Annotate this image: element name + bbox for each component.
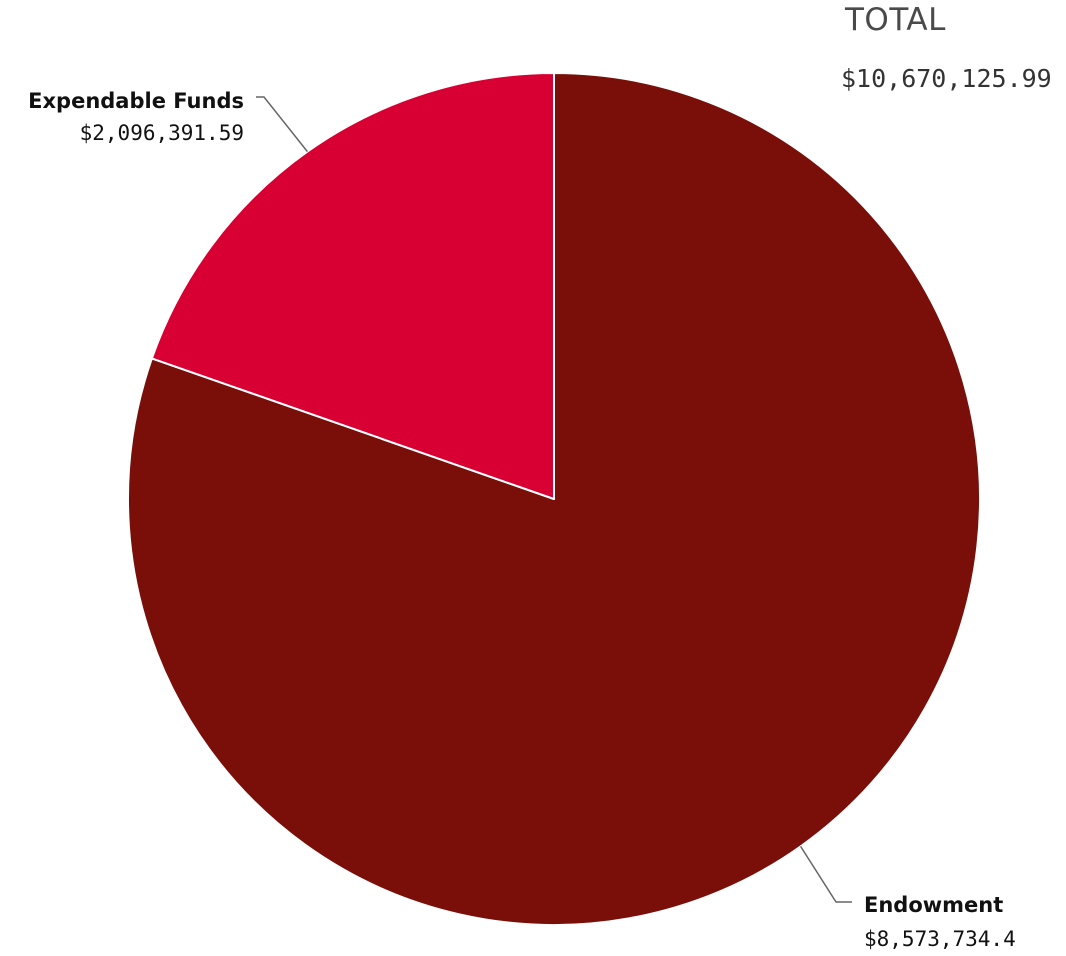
slice-label-name: Expendable Funds — [28, 89, 244, 113]
slice-label-value: $2,096,391.59 — [80, 121, 244, 145]
total-value: $10,670,125.99 — [841, 64, 1052, 93]
slice-label-value: $8,573,734.4 — [864, 927, 1016, 951]
leader-line — [801, 846, 852, 902]
slice-label-name: Endowment — [864, 893, 1003, 917]
leader-line — [256, 97, 307, 152]
total-title: TOTAL — [845, 2, 946, 38]
